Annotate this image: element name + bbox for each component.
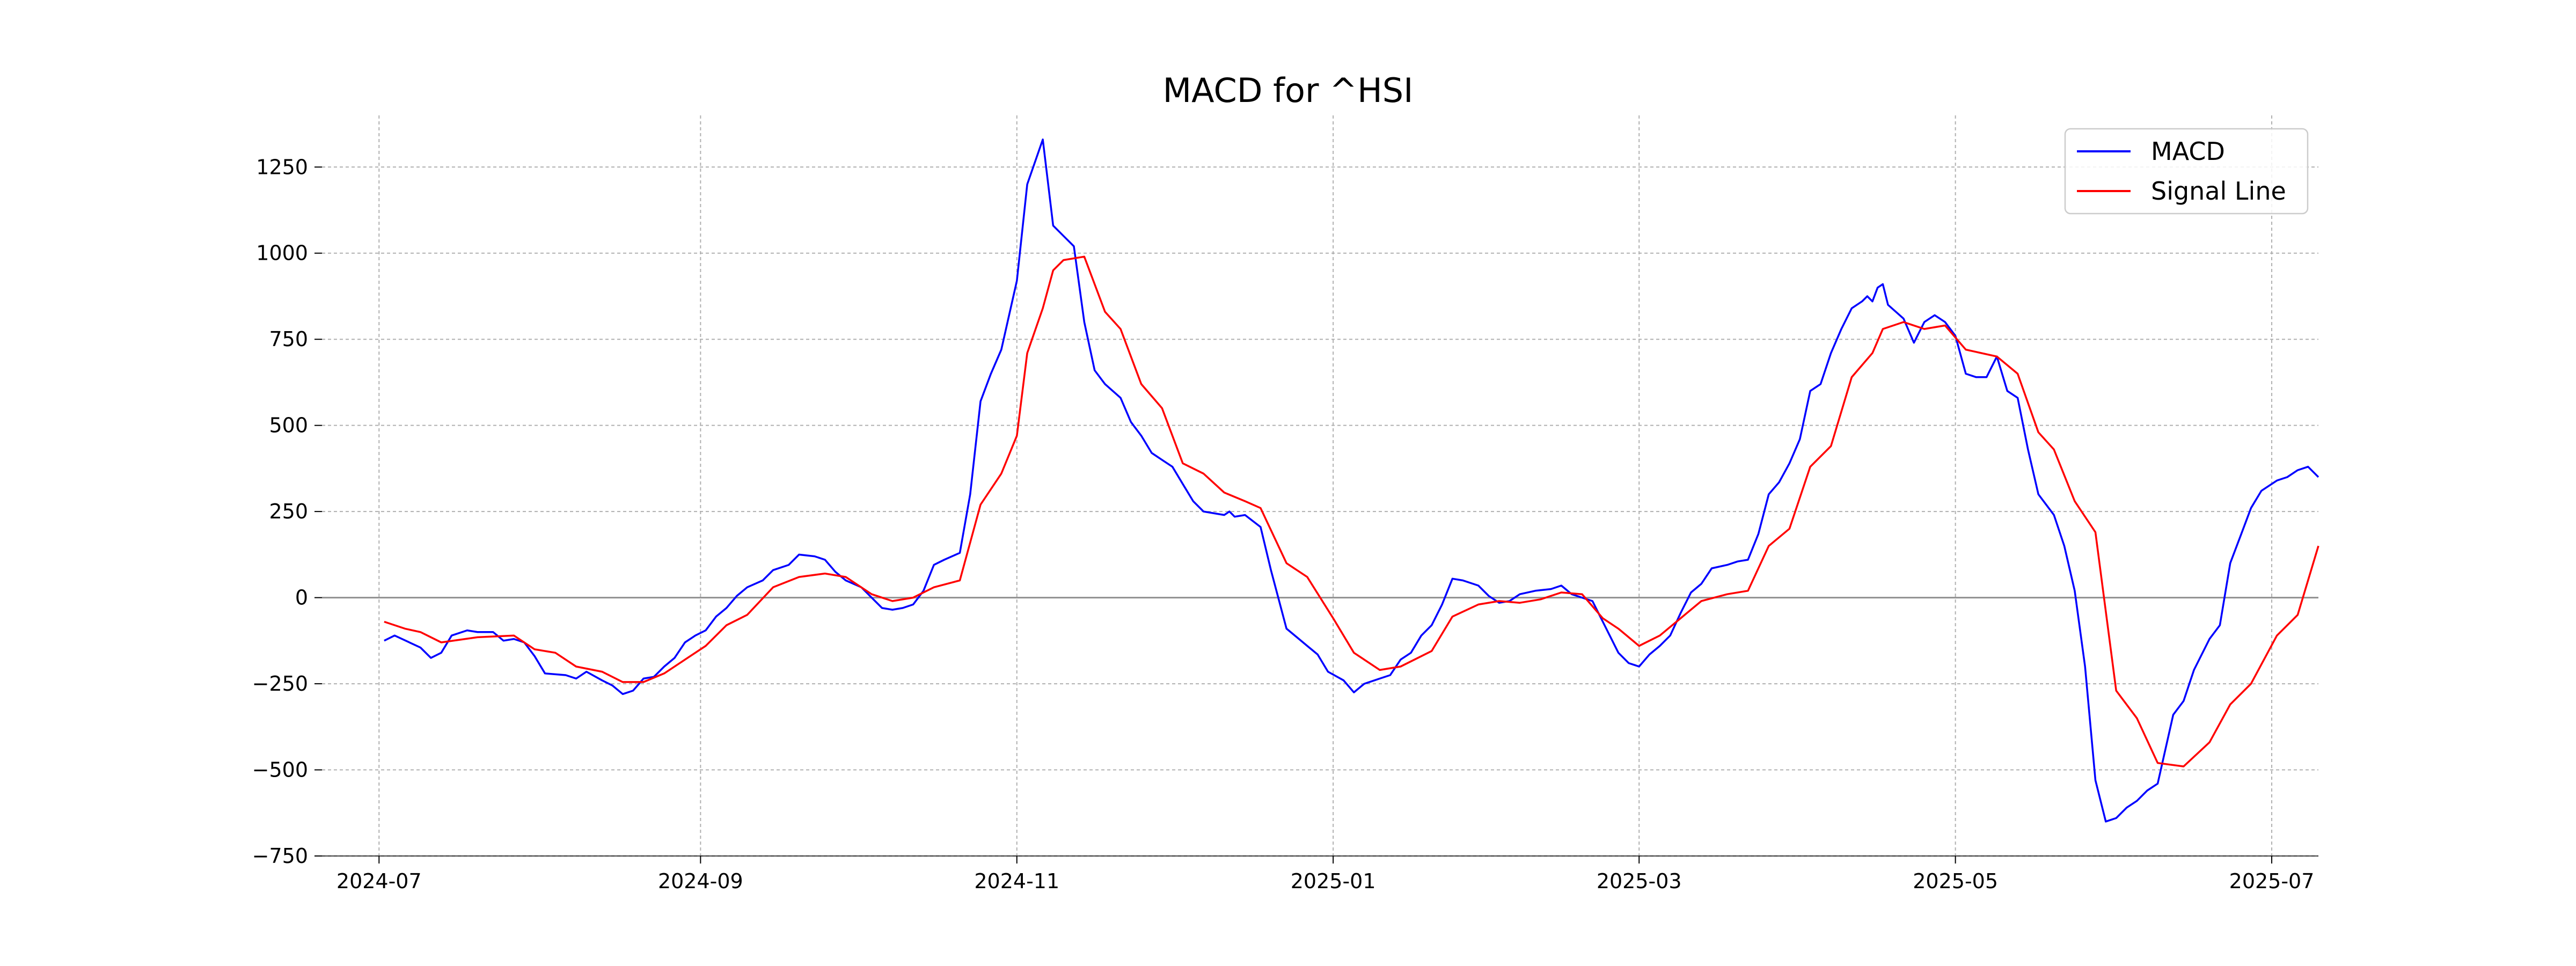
x-tick-label: 2024-07 bbox=[336, 869, 422, 893]
y-tick-label: 0 bbox=[295, 586, 308, 610]
legend-label-signal-line: Signal Line bbox=[2151, 177, 2286, 206]
x-tick-label: 2025-03 bbox=[1597, 869, 1682, 893]
y-tick-label: −500 bbox=[252, 758, 308, 782]
y-tick-label: 250 bbox=[269, 500, 308, 523]
x-axis-ticks: 2024-07 2024-09 2024-11 2025-01 2025-03 2025-… bbox=[322, 855, 2318, 893]
legend: MACD Signal Line bbox=[2064, 128, 2309, 215]
x-tick-label: 2024-11 bbox=[974, 869, 1059, 893]
x-tick-label: 2024-09 bbox=[658, 869, 743, 893]
y-tick-label: 1250 bbox=[256, 155, 308, 179]
y-tick-label: −250 bbox=[252, 672, 308, 696]
y-tick-label: 1000 bbox=[256, 241, 308, 265]
y-tick-label: 500 bbox=[269, 414, 308, 437]
x-tick-label: 2025-01 bbox=[1291, 869, 1376, 893]
chart-title: MACD for ^HSI bbox=[1163, 71, 1414, 110]
y-axis-ticks: 1250 1000 750 500 250 0 −250 −500 −750 bbox=[252, 155, 322, 868]
y-tick-label: −750 bbox=[252, 844, 308, 868]
legend-label-macd: MACD bbox=[2151, 137, 2225, 166]
x-tick-label: 2025-05 bbox=[1913, 869, 1998, 893]
series-lines bbox=[384, 138, 2319, 823]
y-tick-label: 750 bbox=[269, 327, 308, 351]
x-tick-label: 2025-07 bbox=[2229, 869, 2315, 893]
signal-line-line bbox=[384, 255, 2319, 767]
legend-box bbox=[2064, 128, 2309, 215]
